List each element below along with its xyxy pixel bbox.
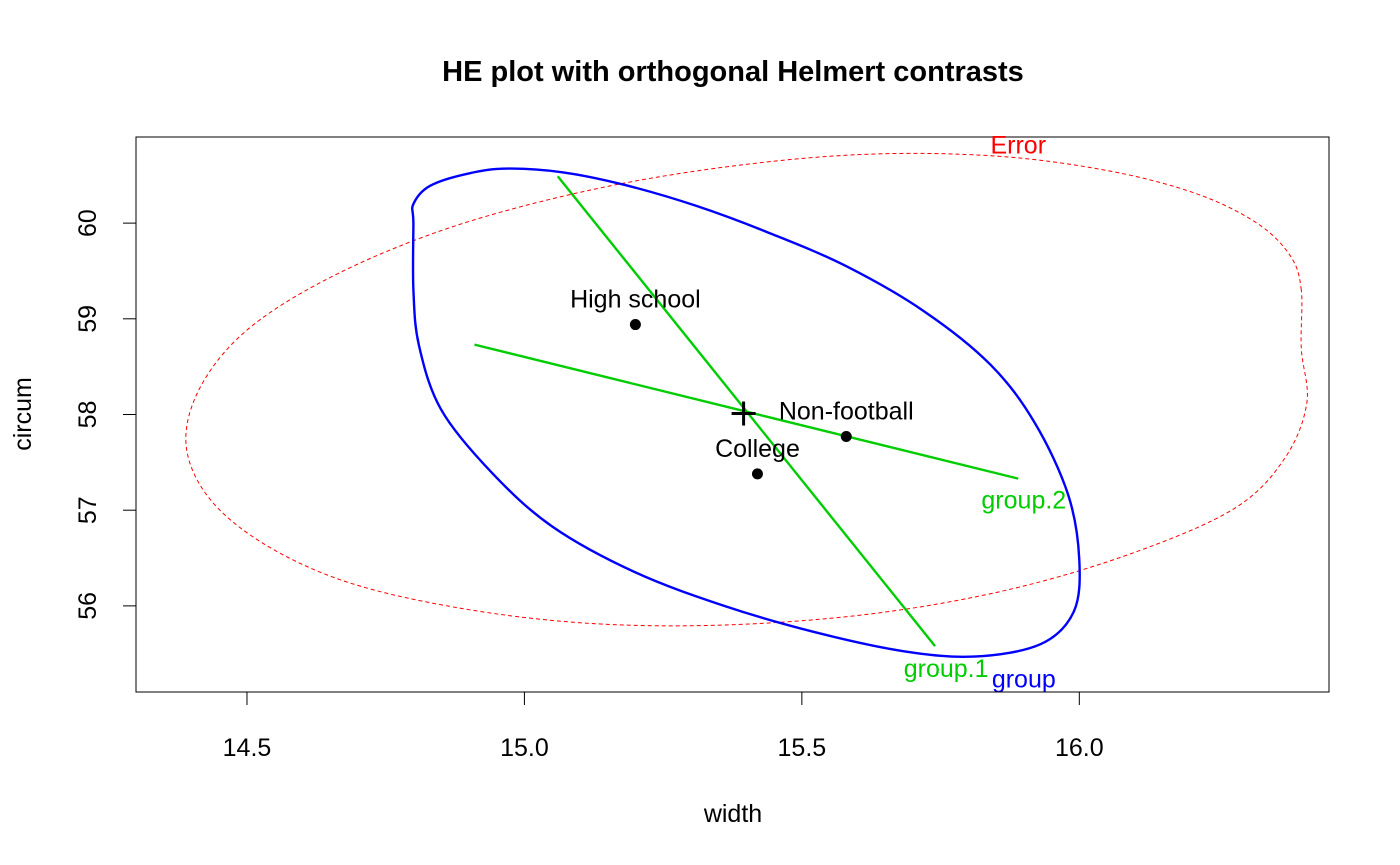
x-tick-label: 15.0 <box>500 734 549 762</box>
segment-group-2 <box>474 343 1019 480</box>
ellipse-label-group: group <box>992 666 1056 694</box>
chart-title: HE plot with orthogonal Helmert contrast… <box>442 56 1024 88</box>
x-axis-title: width <box>703 800 762 828</box>
x-tick-label: 14.5 <box>223 734 272 762</box>
y-tick-label: 60 <box>74 209 102 237</box>
x-tick-label: 15.5 <box>778 734 827 762</box>
ellipse-label-error: Error <box>990 132 1046 160</box>
segment-label-group-1: group.1 <box>904 655 989 683</box>
y-tick-label: 57 <box>74 496 102 524</box>
ellipse-error <box>185 152 1308 627</box>
point-label-college: College <box>715 435 800 463</box>
x-tick-label: 16.0 <box>1055 734 1104 762</box>
y-tick-label: 58 <box>74 401 102 429</box>
y-axis-title: circum <box>9 377 37 451</box>
point-high-school <box>629 319 641 331</box>
data-layer: High school Non-football College Error group… <box>185 132 1308 694</box>
point-college <box>751 468 763 480</box>
ellipse-group <box>411 167 1081 659</box>
y-tick-label: 59 <box>74 305 102 333</box>
point-label-non-football: Non-football <box>779 398 914 426</box>
axes-layer: 14.5 15.0 15.5 16.0 56 57 58 59 60 <box>74 209 1104 762</box>
point-label-high-school: High school <box>570 286 701 314</box>
segment-label-group-2: group.2 <box>981 487 1066 515</box>
y-tick-label: 56 <box>74 592 102 620</box>
point-non-football <box>840 431 852 443</box>
